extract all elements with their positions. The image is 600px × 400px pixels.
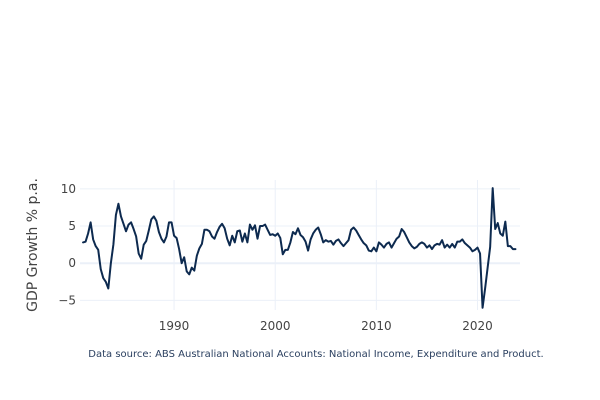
grid [80, 180, 520, 310]
x-tick-label: 2020 [462, 319, 493, 333]
y-axis-ticks: −5 0 5 10 [58, 182, 76, 307]
y-tick-label: 10 [61, 182, 76, 196]
y-tick-label: −5 [58, 293, 76, 307]
gdp-growth-series-line [82, 187, 517, 309]
y-tick-label: 5 [68, 219, 76, 233]
x-tick-label: 1990 [159, 319, 190, 333]
data-source-note: Data source: ABS Australian National Acc… [88, 349, 543, 360]
x-axis-ticks: 1990 2000 2010 2020 [159, 319, 493, 333]
y-tick-label: 0 [68, 256, 76, 270]
x-tick-label: 2010 [361, 319, 392, 333]
x-tick-label: 2000 [260, 319, 291, 333]
y-axis-title: GDP Growth % p.a. [25, 178, 41, 312]
series-layer [82, 187, 517, 309]
